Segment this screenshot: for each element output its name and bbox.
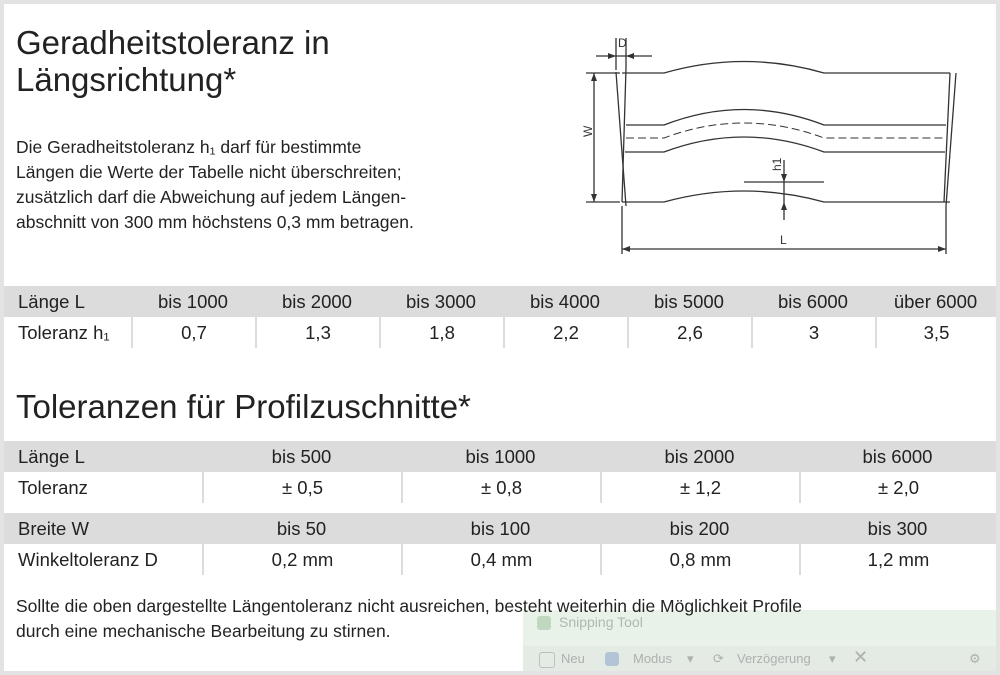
intro-line-1: Die Geradheitstoleranz h₁ darf für besti…: [16, 137, 362, 157]
header-cell: bis 50: [202, 513, 401, 544]
title-line-2: Längsrichtung*: [16, 61, 237, 98]
left-cut-line: [615, 71, 627, 207]
tolerance-drawing: D W h1 L: [581, 36, 957, 254]
profile-left-edge: [621, 67, 627, 203]
snipping-tool-title: Snipping Tool: [559, 614, 643, 630]
table-cell: ± 0,5: [202, 472, 401, 503]
header-cell: bis 500: [202, 441, 401, 472]
label-l: L: [780, 233, 787, 247]
table-row: Toleranz ± 0,5 ± 0,8 ± 1,2 ± 2,0: [4, 472, 996, 503]
new-button[interactable]: Neu: [561, 651, 585, 666]
mode-button[interactable]: Modus: [633, 651, 673, 666]
inner-bar-center: [626, 122, 946, 139]
header-cell: bis 3000: [379, 286, 503, 317]
header-cell: bis 300: [799, 513, 996, 544]
table-cell: 0,2 mm: [202, 544, 401, 575]
cancel-icon[interactable]: ✕: [853, 647, 869, 667]
mode-icon: [605, 652, 619, 666]
new-snip-icon: [539, 652, 555, 668]
header-cell: bis 100: [401, 513, 600, 544]
table-header-row: Länge L bis 500 bis 1000 bis 2000 bis 60…: [4, 441, 996, 472]
row-label: Winkeltoleranz D: [4, 544, 202, 575]
header-cell: Länge L: [4, 286, 131, 317]
intro-line-4: abschnitt von 300 mm höchstens 0,3 mm be…: [16, 212, 414, 232]
table-cell: ± 2,0: [799, 472, 996, 503]
delay-icon: ⟳: [713, 651, 724, 666]
delay-dropdown-icon[interactable]: ▾: [829, 651, 836, 666]
header-cell: bis 6000: [799, 441, 996, 472]
profile-top-edge: [622, 60, 950, 74]
header-cell: bis 2000: [600, 441, 799, 472]
section-title-straightness: Geradheitstoleranz in Längsrichtung*: [16, 24, 496, 98]
scissors-icon: [537, 616, 551, 630]
profile-right-edge: [943, 72, 951, 203]
table-cell: 0,7: [131, 317, 255, 348]
table-header-row: Breite W bis 50 bis 100 bis 200 bis 300: [4, 513, 996, 544]
note-line-2: durch eine mechanische Bearbeitung zu st…: [16, 621, 391, 641]
snipping-tool-toolbar: Neu Modus ▾ ⟳ Verzögerung ▾ ✕ ⚙: [523, 646, 996, 671]
length-tolerance-table: Länge L bis 500 bis 1000 bis 2000 bis 60…: [4, 441, 996, 503]
header-cell: Breite W: [4, 513, 202, 544]
table-cell: 1,2 mm: [799, 544, 996, 575]
table-cell: 1,8: [379, 317, 503, 348]
header-cell: bis 4000: [503, 286, 627, 317]
table-row: Toleranz h₁ 0,7 1,3 1,8 2,2 2,6 3 3,5: [4, 317, 996, 348]
inner-bar-top: [626, 108, 946, 126]
intro-line-2: Längen die Werte der Tabelle nicht übers…: [16, 162, 402, 182]
section-title-cut-tolerances: Toleranzen für Profilzuschnitte*: [16, 388, 471, 425]
label-w: W: [581, 125, 595, 137]
header-cell: bis 1000: [131, 286, 255, 317]
table-cell: 3,5: [875, 317, 996, 348]
header-cell: bis 2000: [255, 286, 379, 317]
profile-bottom-edge: [622, 190, 950, 203]
table-cell: 0,4 mm: [401, 544, 600, 575]
header-cell: über 6000: [875, 286, 996, 317]
label-d: D: [618, 36, 627, 50]
mode-dropdown-icon[interactable]: ▾: [687, 651, 694, 666]
intro-line-3: zusätzlich darf die Abweichung auf jedem…: [16, 187, 407, 207]
label-h1: h1: [770, 157, 784, 171]
header-cell: bis 6000: [751, 286, 875, 317]
table-cell: 1,3: [255, 317, 379, 348]
table-cell: ± 0,8: [401, 472, 600, 503]
intro-paragraph: Die Geradheitstoleranz h₁ darf für besti…: [16, 135, 496, 235]
right-cut-line: [945, 72, 957, 207]
inner-bar-bottom: [625, 136, 945, 153]
note-line-1: Sollte die oben dargestellte Längentoler…: [16, 596, 803, 616]
table-cell: 0,8 mm: [600, 544, 799, 575]
straightness-table: Länge L bis 1000 bis 2000 bis 3000 bis 4…: [4, 286, 996, 348]
table-cell: 2,2: [503, 317, 627, 348]
header-cell: bis 5000: [627, 286, 751, 317]
table-row: Winkeltoleranz D 0,2 mm 0,4 mm 0,8 mm 1,…: [4, 544, 996, 575]
table-cell: ± 1,2: [600, 472, 799, 503]
header-cell: bis 1000: [401, 441, 600, 472]
options-icon[interactable]: ⚙: [969, 651, 981, 666]
table-header-row: Länge L bis 1000 bis 2000 bis 3000 bis 4…: [4, 286, 996, 317]
row-label: Toleranz: [4, 472, 202, 503]
table-cell: 2,6: [627, 317, 751, 348]
table-cell: 3: [751, 317, 875, 348]
title-line-1: Geradheitstoleranz in: [16, 24, 330, 61]
row-label: Toleranz h₁: [4, 317, 131, 348]
angle-tolerance-table: Breite W bis 50 bis 100 bis 200 bis 300 …: [4, 513, 996, 575]
delay-button[interactable]: Verzögerung: [737, 651, 811, 666]
snipping-tool-window[interactable]: Snipping Tool Neu Modus ▾ ⟳ Verzögerung …: [523, 610, 996, 671]
header-cell: Länge L: [4, 441, 202, 472]
note-paragraph: Sollte die oben dargestellte Längentoler…: [16, 594, 976, 644]
page-frame: Geradheitstoleranz in Längsrichtung* Die…: [4, 4, 996, 671]
header-cell: bis 200: [600, 513, 799, 544]
